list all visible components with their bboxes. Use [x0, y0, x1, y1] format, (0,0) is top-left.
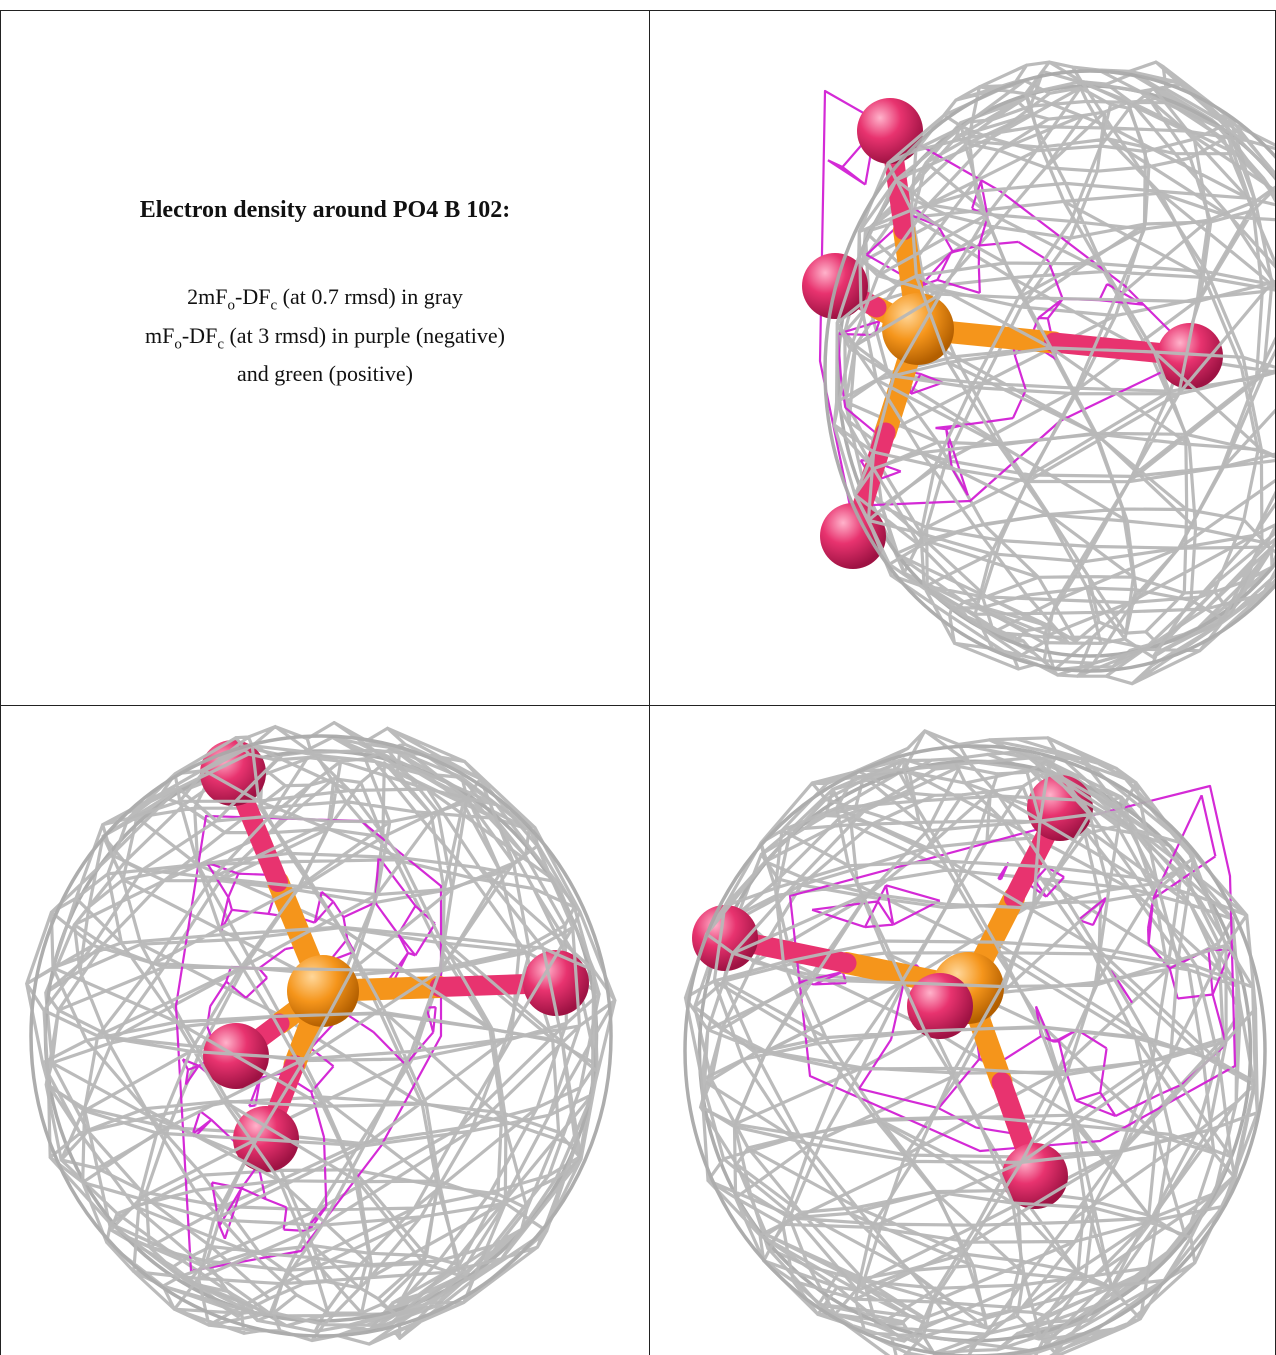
- caption-line-positive: and green (positive): [237, 360, 413, 386]
- 2fofc-map-mesh-front: [823, 60, 1275, 686]
- density-render-top-right: [802, 60, 1275, 686]
- table-border-center: [649, 10, 650, 1355]
- 2fofc-map-mesh-front: [25, 721, 617, 1346]
- po4-molecule: [692, 775, 1093, 1209]
- table-border-middle: [0, 705, 1276, 706]
- caption-line-2fofc: 2mFo-DFc (at 0.7 rmsd) in gray: [187, 284, 463, 314]
- density-view-bottom-right: [650, 706, 1275, 1355]
- table-border-top: [0, 10, 1276, 11]
- table-border-left: [0, 10, 1, 1355]
- oxygen-atom-2: [523, 950, 589, 1016]
- density-render-bottom-left: [25, 721, 617, 1346]
- caption-cell: Electron density around PO4 B 102: 2mFo-…: [1, 11, 649, 705]
- phosphorus-atom: [287, 955, 359, 1027]
- density-view-bottom-left: [1, 706, 649, 1355]
- density-render-bottom-right: [683, 729, 1267, 1355]
- oxygen-atom-2: [1157, 323, 1223, 389]
- caption-line-fofc: mFo-DFc (at 3 rmsd) in purple (negative): [145, 322, 505, 352]
- phosphorus-atom: [882, 293, 954, 365]
- caption-title: Electron density around PO4 B 102:: [139, 197, 511, 224]
- oxygen-atom-1: [857, 98, 923, 164]
- oxygen-atom-4: [907, 973, 973, 1039]
- density-view-top-right: [650, 11, 1275, 705]
- 2fofc-map-mesh-front: [683, 729, 1267, 1355]
